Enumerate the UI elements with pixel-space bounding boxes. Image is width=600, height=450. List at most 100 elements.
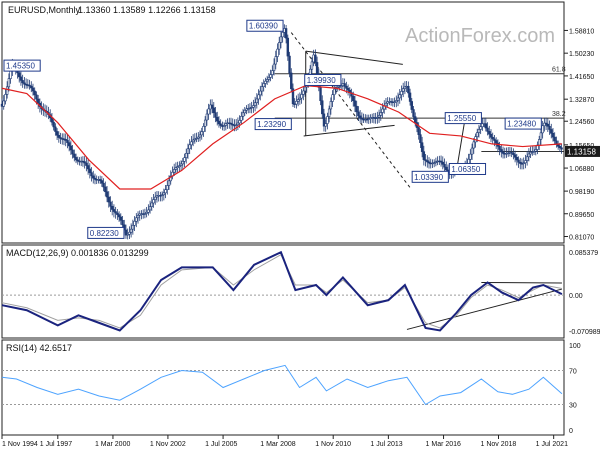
price-candle-body [384, 102, 388, 107]
price-annotation-label: 1.45350 [6, 62, 35, 71]
price-candle-body [424, 159, 427, 161]
price-candle-body [126, 233, 129, 236]
price-candle-body [164, 189, 167, 194]
triangle-upper-line [305, 50, 403, 65]
price-candle-body [324, 123, 327, 127]
price-candle-body [260, 86, 264, 92]
price-candle-body [512, 152, 515, 156]
price-annotation-label: 1.03390 [414, 173, 443, 182]
price-candle-body [240, 116, 243, 121]
price-candle-body [360, 117, 364, 120]
price-axis-label: 1.50230 [569, 51, 594, 58]
price-candle-body [322, 113, 326, 127]
price-candle-body [90, 172, 93, 177]
price-candle-body [417, 127, 420, 135]
price-candle-body [278, 42, 281, 50]
price-candle-body [346, 88, 350, 91]
price-candle-body [124, 229, 128, 236]
price-candle-body [9, 70, 12, 79]
price-candle-body [410, 101, 413, 110]
price-candle-body [501, 151, 505, 154]
price-candle-body [55, 131, 59, 136]
price-candle-body [243, 109, 246, 114]
price-axis-label: 1.32870 [569, 97, 594, 104]
price-candle-body [2, 100, 5, 107]
price-candle-body [500, 149, 503, 153]
rsi-line [1, 364, 563, 406]
macd-line [1, 250, 563, 332]
price-candle-body [376, 116, 379, 119]
price-candle-body [107, 196, 110, 203]
price-candle-body [205, 113, 209, 121]
price-candle-body [379, 112, 382, 116]
price-candle-body [477, 129, 481, 133]
price-candle-body [186, 148, 190, 154]
price-candle-body [116, 212, 119, 215]
price-candle-body [467, 158, 470, 164]
price-candle-body [121, 220, 124, 226]
price-candle-body [217, 120, 221, 125]
price-candle-body [216, 117, 219, 122]
current-price-box [565, 145, 600, 157]
price-candle-body [422, 151, 426, 160]
price-candle-body [238, 120, 241, 124]
triangle-lower-line [303, 124, 395, 137]
price-candle-body [491, 136, 494, 140]
price-candle-body [250, 106, 253, 109]
price-annotation-box [448, 162, 487, 175]
price-candle-body [269, 74, 272, 78]
price-candle-body [248, 107, 252, 110]
price-candle-body [408, 92, 412, 102]
moving-average-line [1, 84, 562, 190]
current-price-label: 1.13158 [567, 147, 596, 156]
price-candle-body [426, 160, 429, 163]
price-candle-body [295, 100, 298, 105]
price-annotation-box [246, 19, 284, 32]
price-candle-body [169, 175, 172, 182]
price-candle-body [476, 132, 479, 137]
macd-axis-label: 0.00 [569, 293, 583, 300]
price-candle-body [255, 98, 259, 104]
price-candle-body [486, 127, 489, 132]
price-candle-body [469, 153, 472, 160]
price-candle-body [66, 140, 69, 143]
price-candle-body [231, 123, 234, 126]
price-candle-body [553, 136, 556, 142]
price-candle-body [538, 139, 541, 146]
price-candle-body [403, 86, 407, 89]
price-candle-body [69, 145, 73, 151]
price-candle-body [432, 162, 436, 164]
price-candle-body [193, 138, 197, 141]
fib-level-label: 61.8 [552, 67, 566, 74]
price-candle-body [253, 102, 257, 106]
price-annotation-box [87, 226, 125, 239]
price-candle-body [298, 97, 302, 100]
price-annotation-label: 1.25550 [447, 114, 476, 123]
price-candle-body [229, 122, 233, 125]
price-candle-body [494, 140, 498, 144]
price-candle-body [214, 112, 217, 118]
price-candle-body [152, 199, 155, 204]
price-candle-body [147, 209, 150, 213]
price-candle-body [176, 166, 179, 168]
time-axis-label: 1 Jul 2013 [370, 441, 402, 448]
price-candle-body [319, 87, 322, 102]
price-candle-body [481, 123, 484, 128]
price-candle-body [207, 108, 210, 115]
price-candle-body [150, 202, 153, 207]
price-candle-body [443, 164, 446, 168]
price-candle-body [267, 77, 271, 80]
price-annotation-box [3, 59, 41, 72]
price-axis-label: 1.41650 [569, 74, 594, 81]
price-annotation-box [504, 117, 542, 130]
price-candle-body [5, 86, 9, 95]
price-candle-body [420, 142, 424, 152]
price-candle-body [427, 161, 431, 164]
price-candle-body [23, 82, 26, 85]
price-candle-body [401, 88, 405, 92]
price-candle-body [160, 194, 164, 196]
price-annotation-box [254, 118, 292, 131]
price-candle-body [245, 108, 248, 111]
price-candle-body [18, 72, 21, 78]
price-candle-body [288, 55, 291, 74]
